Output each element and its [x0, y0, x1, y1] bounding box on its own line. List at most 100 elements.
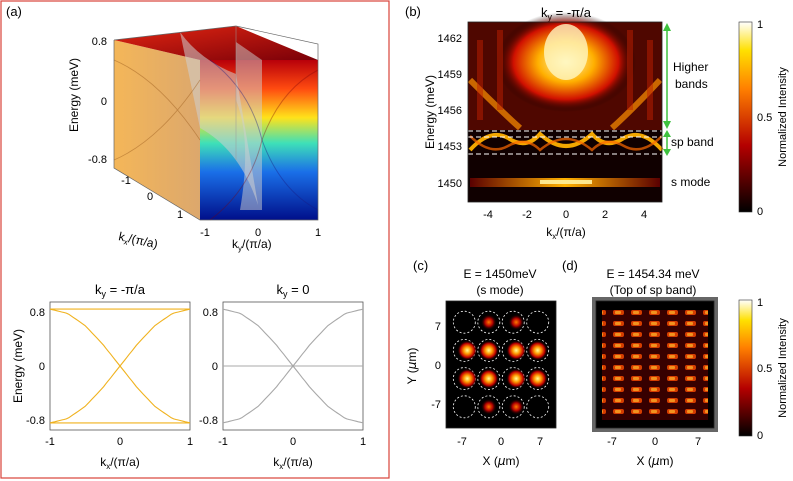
pillar-outline-1-3	[526, 367, 550, 391]
right-plot-xlabel: kx/(π/a)	[273, 455, 313, 471]
surface-ztick-1: 0	[101, 96, 107, 108]
panel-c-xlabel: X (μm)	[483, 454, 520, 468]
b-ytick-0: 1462	[438, 33, 462, 45]
left-ytick-0: 0.8	[30, 307, 45, 319]
band-surface-3d	[113, 25, 319, 221]
surface-gray-sheet-2	[236, 42, 262, 210]
surface-ytick-2: 1	[315, 227, 321, 239]
surface-ylabel: ky/(π/a)	[232, 237, 272, 253]
pillar-outline-0-3	[526, 395, 550, 419]
b-xtick-0: -4	[483, 209, 493, 221]
mode-spot-1-2	[506, 368, 527, 389]
right-plot-title: ky = 0	[276, 282, 309, 299]
panel-b-xlabel: kx/(π/a)	[546, 225, 586, 241]
sp-band-arrow-head-bottom	[663, 149, 671, 156]
surface-xtick-1: 0	[147, 191, 153, 203]
sp-band-curve-2	[469, 135, 663, 152]
pillar-outline-1-1	[477, 367, 501, 391]
surface-ztick-2: -0.8	[88, 154, 107, 166]
pillar-outline-3-3	[526, 310, 550, 334]
b-xtick-1: -2	[522, 209, 532, 221]
sp-band-arrow-head-top	[663, 130, 671, 137]
b-ytick-4: 1450	[438, 178, 462, 190]
surface-ytick-1: 0	[255, 227, 261, 239]
surface-left-curve	[113, 59, 201, 161]
b-ytick-1: 1459	[438, 69, 462, 81]
left-plot-title: ky = -π/a	[95, 282, 146, 299]
left-plot-xlabel: kx/(π/a)	[100, 455, 140, 471]
surface-zlabel: Energy (meV)	[67, 58, 81, 132]
panel-d-title-1: E = 1454.34 meV	[606, 267, 699, 281]
mode-spot-0-1	[480, 398, 497, 415]
right-xtick-2: 1	[360, 436, 366, 448]
mode-spot-1-1	[478, 368, 499, 389]
annotation-higher-1: Higher	[673, 60, 708, 74]
surface-ztick-0: 0.8	[92, 36, 107, 48]
surface-xtick-2: 1	[177, 209, 183, 221]
pillar-outline-0-0	[452, 395, 476, 419]
mode-spot-3-1	[480, 314, 497, 331]
heatmap-d-frame	[595, 300, 715, 429]
right-xtick-1: 0	[290, 436, 296, 448]
heatmap-c-frame	[445, 300, 557, 429]
left-xtick-1: 0	[117, 436, 123, 448]
higher-band-arc-right	[609, 77, 663, 131]
heatmap-d	[592, 297, 718, 432]
colorbar-b-bar	[738, 21, 753, 213]
pillar-outline-0-1	[477, 395, 501, 419]
surface-top-face	[114, 26, 318, 60]
left-plot-series-3	[49, 308, 191, 424]
mode-spot-3-2	[508, 314, 525, 331]
c-ytick-2: -7	[431, 399, 441, 411]
right-plot-series-2	[222, 308, 364, 424]
surface-left-face	[114, 40, 200, 220]
annotation-sp: sp band	[671, 135, 714, 149]
right-xtick-0: -1	[218, 436, 228, 448]
left-xtick-2: 1	[187, 436, 193, 448]
c-ytick-1: 0	[435, 360, 441, 372]
colorbar-b-label: Normalized Intensity	[777, 67, 789, 167]
pillar-outline-3-0	[452, 310, 476, 334]
left-plot-lines	[49, 308, 191, 424]
colorbar-b-tick-0: 1	[757, 19, 763, 31]
left-ytick-2: -0.8	[26, 415, 45, 427]
pillar-outline-2-1	[477, 338, 501, 362]
colorbar-d-bar	[738, 299, 753, 437]
mode-spot-2-3	[527, 340, 548, 361]
panel-a-frame	[0, 0, 390, 479]
left-xtick-0: -1	[45, 436, 55, 448]
panel-c-title-1: E = 1450meV	[463, 267, 536, 281]
mode-spot-2-2	[506, 340, 527, 361]
b-ytick-2: 1456	[438, 105, 462, 117]
mode-spot-1-3	[527, 368, 548, 389]
d-xtick-2: 7	[695, 436, 701, 448]
surface-gray-sheet	[180, 32, 258, 205]
heatmap-b-frame	[467, 21, 663, 203]
mode-spot-1-0	[457, 368, 478, 389]
panel-a: (a) Energy (meV) 0.8 0 -0.8 -1 0 1 kx/(π…	[0, 0, 390, 479]
colorbar-d-tick-2: 0	[757, 430, 763, 442]
c-ytick-0: 7	[435, 321, 441, 333]
heatmap-c	[445, 300, 557, 429]
pillar-outline-2-3	[526, 338, 550, 362]
panel-d: (d) E = 1454.34 meV (Top of sp band) -7 …	[562, 258, 789, 468]
panel-b-label: (b)	[405, 4, 421, 19]
d-xtick-1: 0	[652, 436, 658, 448]
right-plot-lines	[222, 308, 364, 424]
panel-c-label: (c)	[413, 258, 428, 273]
surface-crossing-2	[209, 69, 319, 221]
higher-bands-arrow-head-bottom	[663, 121, 671, 129]
b-xtick-4: 4	[641, 209, 647, 221]
c-xtick-0: -7	[457, 436, 467, 448]
colorbar-d-tick-0: 1	[757, 297, 763, 309]
panel-d-xlabel: X (μm)	[637, 454, 674, 468]
b-ytick-3: 1453	[438, 141, 462, 153]
left-ytick-1: 0	[39, 361, 45, 373]
colorbar-b: 1 0.5 0 Normalized Intensity	[738, 19, 789, 218]
c-xtick-2: 7	[537, 436, 543, 448]
colorbar-d-tick-1: 0.5	[757, 363, 772, 375]
heatmap-c-spots	[452, 310, 550, 419]
b-xtick-3: 2	[602, 209, 608, 221]
band-plot-right: ky = 0 0.8 0 -0.8 -1 0 1 kx/(π/a)	[199, 282, 366, 471]
